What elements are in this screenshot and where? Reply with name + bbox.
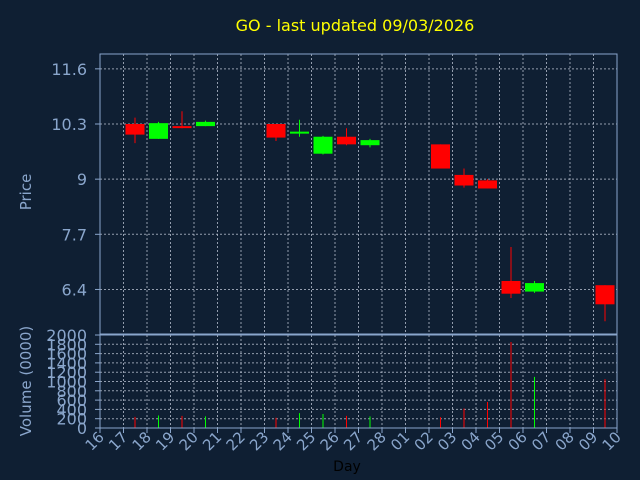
x-tick-label: 01	[387, 428, 413, 454]
volume-tick-label: 600	[56, 391, 87, 410]
x-tick-label: 21	[199, 428, 225, 454]
x-tick-label: 08	[552, 428, 578, 454]
price-candles	[125, 111, 615, 322]
candle-body-27	[360, 140, 380, 146]
x-tick-label: 02	[411, 428, 437, 454]
chart-title: GO - last updated 09/03/2026	[236, 16, 475, 35]
price-panel-frame	[99, 53, 618, 335]
volume-tick-label: 0	[77, 419, 87, 438]
candle-body-25	[313, 136, 333, 154]
candle-body-24	[290, 131, 309, 134]
candle-body-20	[196, 121, 215, 127]
volume-tick-label: 1400	[46, 354, 87, 373]
x-tick-label: 20	[176, 428, 202, 454]
x-tick-label: 10	[599, 428, 625, 454]
x-tick-label: 28	[364, 428, 390, 454]
volume-tick-label: 2000	[46, 326, 87, 345]
x-tick-label: 22	[223, 428, 249, 454]
price-tick-label: 9	[77, 170, 87, 189]
volume-tick-label: 1200	[46, 363, 87, 382]
x-tick-label: 07	[528, 428, 554, 454]
price-tick-label: 7.7	[62, 225, 87, 244]
candle-body-19	[172, 126, 192, 129]
x-tick-label: 19	[152, 428, 178, 454]
volume-axis-label: Volume (0000)	[17, 326, 35, 436]
price-tick-label: 6.4	[62, 280, 87, 299]
x-tick-label: 18	[129, 428, 155, 454]
x-tick-label: 23	[246, 428, 272, 454]
price-tick-label: 10.3	[51, 115, 87, 134]
volume-bars	[134, 341, 606, 428]
x-tick-label: 05	[481, 428, 507, 454]
x-tick-label: 24	[270, 428, 296, 454]
x-tick-label: 09	[575, 428, 601, 454]
x-tick-label: 06	[505, 428, 531, 454]
candle-body-17	[125, 124, 145, 135]
x-tick-label: 25	[293, 428, 319, 454]
grid-layer	[100, 54, 618, 428]
candle-body-26	[337, 136, 356, 145]
candle-body-09	[595, 285, 615, 305]
x-tick-label: 17	[105, 428, 131, 454]
volume-tick-label: 1600	[46, 345, 87, 364]
x-axis-label: Day	[333, 459, 361, 475]
candle-body-23	[266, 124, 286, 138]
candle-body-05	[501, 280, 521, 294]
candle-body-18	[149, 123, 168, 139]
volume-tick-label: 1800	[46, 335, 87, 354]
x-tick-label: 27	[340, 428, 366, 454]
x-tick-label: 04	[458, 428, 484, 454]
x-tick-label: 26	[317, 428, 343, 454]
tick-labels: 11.610.397.76.42000180016001400120010008…	[46, 60, 625, 454]
price-tick-label: 11.6	[51, 60, 87, 79]
volume-tick-label: 1000	[46, 373, 87, 392]
price-axis-label: Price	[17, 174, 35, 211]
volume-tick-label: 200	[56, 410, 87, 429]
candle-body-02	[431, 144, 450, 169]
volume-tick-label: 400	[56, 400, 87, 419]
x-tick-label: 03	[434, 428, 460, 454]
candle-body-06	[525, 283, 544, 292]
volume-tick-label: 800	[56, 382, 87, 401]
candle-body-03	[454, 174, 474, 186]
axis-layer	[95, 53, 618, 433]
candle-body-04	[478, 180, 497, 189]
